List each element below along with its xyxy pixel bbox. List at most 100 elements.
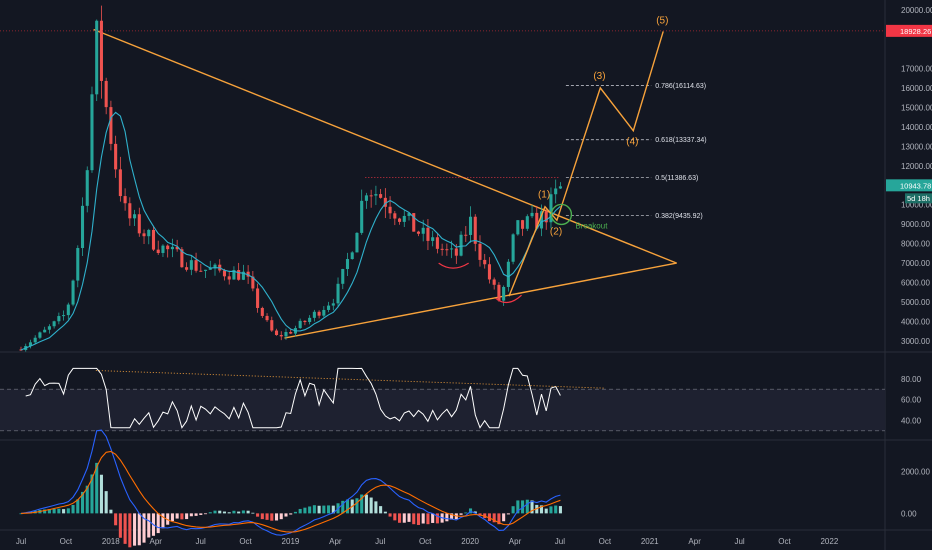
time-tick-label: Apr xyxy=(509,537,522,546)
wave-label: (4) xyxy=(626,137,638,148)
price-tick-label: 16000.00 xyxy=(901,84,932,93)
candle-body xyxy=(435,237,439,249)
accumulation-arc[interactable] xyxy=(495,294,522,304)
candle-body xyxy=(204,269,208,271)
macd-histogram-bar xyxy=(270,513,274,521)
candle-body xyxy=(497,284,501,301)
macd-histogram-bar xyxy=(426,513,430,525)
candle-body xyxy=(317,311,321,316)
macd-histogram-bar xyxy=(544,508,548,514)
rsi-tick-label: 60.00 xyxy=(901,396,922,405)
macd-tick-label: 0.00 xyxy=(901,509,917,518)
time-tick-label: 2020 xyxy=(461,537,479,546)
macd-histogram-bar xyxy=(222,511,227,514)
candle-body xyxy=(118,169,122,197)
macd-histogram-bar xyxy=(71,504,75,514)
macd-histogram-bar xyxy=(128,513,132,548)
macd-histogram-bar xyxy=(85,485,89,514)
candle-body xyxy=(336,283,340,304)
triangle-upper-trendline[interactable] xyxy=(93,28,677,264)
macd-histogram-bar xyxy=(525,499,529,514)
candle-body xyxy=(398,218,402,222)
candle-body xyxy=(170,246,174,250)
time-tick-label: Oct xyxy=(599,537,612,546)
candle-body xyxy=(360,200,364,233)
macd-histogram-bar xyxy=(52,508,56,514)
candle-body xyxy=(199,270,203,272)
candle-body xyxy=(161,245,165,253)
candle-body xyxy=(298,320,302,329)
fib-level-label: 0.618(13337.34) xyxy=(655,137,706,144)
macd-histogram-bar xyxy=(435,513,439,524)
macd-histogram-bar xyxy=(185,513,189,520)
macd-histogram-bar xyxy=(142,513,146,543)
wave-path[interactable] xyxy=(508,31,664,297)
time-axis[interactable]: Jul Oct 2018 Apr Jul Oct 2019 Apr Jul Oct 2020 Apr J… xyxy=(16,537,839,546)
macd-histogram-bar xyxy=(360,494,364,514)
breakout-circle[interactable] xyxy=(550,203,573,226)
triangle-lower-trendline[interactable] xyxy=(284,262,677,339)
time-tick-label: 2021 xyxy=(641,537,659,546)
fib-level-label: 0.786(16114.63) xyxy=(655,83,706,90)
macd-histogram-bar xyxy=(308,506,312,514)
candle-body xyxy=(237,270,241,280)
symmetrical-triangle[interactable] xyxy=(93,28,677,339)
macd-histogram-bar xyxy=(213,510,217,514)
price-tick-label: 15000.00 xyxy=(901,103,932,112)
macd-histogram-bar xyxy=(251,512,255,514)
macd-histogram-bar xyxy=(189,513,193,517)
fibonacci-levels[interactable]: 0.786(16114.63) 0.618(13337.34) 0.5(11386.… xyxy=(565,83,707,220)
macd-histogram-bar xyxy=(118,513,122,538)
macd-histogram-bar xyxy=(322,505,326,514)
candle-body xyxy=(208,268,212,270)
candle-body xyxy=(38,332,42,338)
time-tick-label: Oct xyxy=(239,537,252,546)
macd-histogram-bar xyxy=(539,505,544,514)
candle-body xyxy=(57,316,61,322)
time-tick-label: Apr xyxy=(329,537,342,546)
candle-body xyxy=(525,216,529,229)
candle-body xyxy=(180,249,184,268)
candle-body xyxy=(185,267,189,270)
macd-histogram-bar xyxy=(43,509,47,514)
macd-histogram-bar xyxy=(95,462,99,514)
macd-histogram-bar xyxy=(492,513,496,523)
current-price-label: 10943.78 xyxy=(900,181,931,190)
rsi-trendline[interactable] xyxy=(95,370,605,389)
candle-body xyxy=(227,276,231,280)
candle-body xyxy=(303,320,307,323)
candle-body xyxy=(85,170,89,206)
candle-body xyxy=(558,186,562,189)
candle-body xyxy=(104,80,108,108)
candle-body xyxy=(554,188,558,195)
macd-histogram-bar xyxy=(341,500,345,514)
elliott-wave-projection[interactable]: (1) (2) (3) (4) (5) xyxy=(508,15,668,297)
macd-histogram-bar xyxy=(133,513,137,546)
chart-annotations[interactable]: Breakout xyxy=(438,203,609,304)
candle-body xyxy=(232,270,236,280)
candle-body xyxy=(66,304,70,316)
macd-histogram-bar xyxy=(369,497,373,514)
macd-histogram-bar xyxy=(421,513,425,524)
time-tick-label: Jul xyxy=(734,537,744,546)
macd-histogram-bar xyxy=(99,474,103,514)
macd-histogram-bar xyxy=(516,500,520,514)
candle-body xyxy=(322,309,326,316)
macd-histogram-bar xyxy=(331,505,335,514)
rsi-panel[interactable]: 80.00 60.00 40.00 xyxy=(0,367,922,432)
candle-body xyxy=(95,20,99,95)
macd-histogram-bar xyxy=(502,513,506,522)
price-axis[interactable]: 20000.0019000.0017000.0016000.0015000.00… xyxy=(0,6,932,346)
macd-histogram-bar xyxy=(137,513,141,546)
candle-body xyxy=(166,245,170,250)
candle-body xyxy=(189,260,193,270)
time-tick-label: Oct xyxy=(778,537,791,546)
macd-histogram-bar xyxy=(104,491,108,514)
macd-panel[interactable]: 2000.00 0.00 xyxy=(19,429,930,548)
accumulation-arc[interactable] xyxy=(438,262,469,269)
price-tick-label: 6000.00 xyxy=(901,279,930,288)
macd-histogram-bar xyxy=(175,513,179,519)
candle-body xyxy=(62,315,66,317)
